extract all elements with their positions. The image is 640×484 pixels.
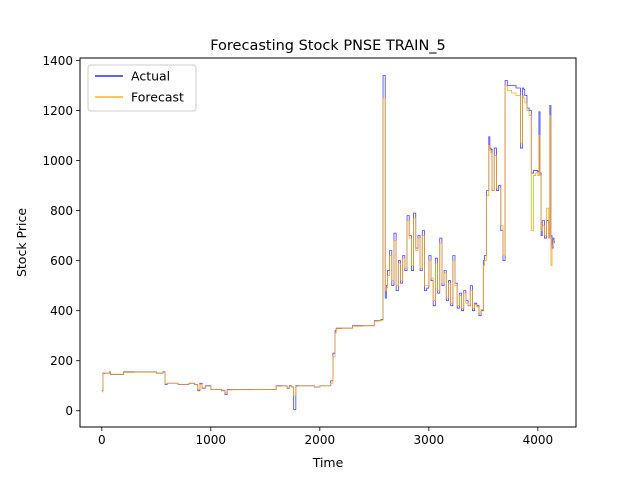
y-tick-label: 400 [50,304,73,318]
y-tick-label: 1200 [42,104,73,118]
y-tick-label: 600 [50,254,73,268]
y-axis: 0 200 400 600 800 1000 1200 1400 [42,54,80,418]
x-tick-label: 3000 [414,433,445,447]
x-axis-label: Time [312,455,344,470]
x-tick-label: 4000 [523,433,554,447]
plot-frame [79,57,577,428]
legend: Actual Forecast [87,64,197,112]
y-tick-label: 800 [50,204,73,218]
y-tick-label: 1400 [42,54,73,68]
x-tick-label: 1000 [196,433,227,447]
x-axis: 0 1000 2000 3000 4000 [98,427,553,447]
y-tick-label: 0 [65,404,73,418]
series-layer [101,75,555,410]
legend-label-actual: Actual [131,69,170,84]
series-line-forecast [101,85,555,397]
y-axis-label: Stock Price [14,208,29,277]
legend-label-forecast: Forecast [131,90,184,105]
plot-area [101,75,555,410]
x-tick-label: 0 [98,433,106,447]
x-tick-label: 2000 [305,433,336,447]
y-tick-label: 200 [50,354,73,368]
chart-title: Forecasting Stock PNSE TRAIN_5 [210,38,446,54]
y-tick-label: 1000 [42,154,73,168]
